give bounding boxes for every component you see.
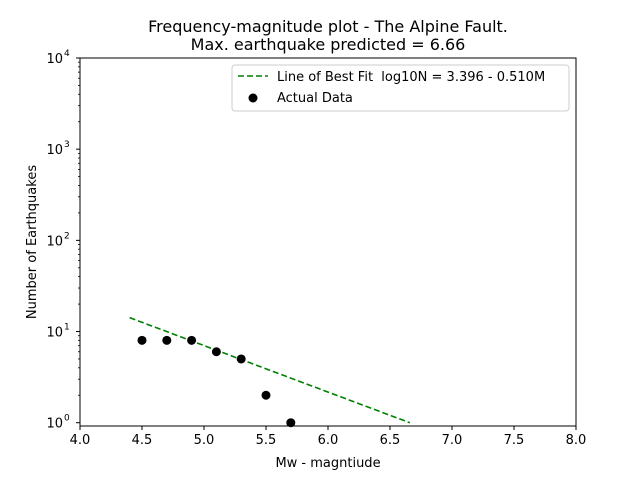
plot-content <box>129 316 411 428</box>
data-point <box>162 335 172 345</box>
data-point <box>137 335 147 345</box>
legend-marker-swatch <box>248 93 258 103</box>
data-point <box>236 354 246 364</box>
y-tick-label: 10 <box>46 417 63 432</box>
plot-frame <box>79 57 577 427</box>
y-tick-exponent: 1 <box>64 323 70 333</box>
x-tick-label: 4.5 <box>132 433 153 448</box>
y-tick-exponent: 0 <box>64 414 70 424</box>
chart-title-line2: Max. earthquake predicted = 6.66 <box>191 35 466 54</box>
x-tick-label: 7.5 <box>504 433 525 448</box>
x-axis-label: Mw - magntiude <box>275 456 380 471</box>
x-tick-label: 8.0 <box>566 433 587 448</box>
legend-label-fit: Line of Best Fit log10N = 3.396 - 0.510M <box>277 70 545 85</box>
x-tick-label: 5.5 <box>256 433 277 448</box>
y-axis-label: Number of Earthquakes <box>25 165 40 319</box>
y-tick-label: 10 <box>46 326 63 341</box>
x-tick-label: 6.5 <box>380 433 401 448</box>
chart-title-line1: Frequency-magnitude plot - The Alpine Fa… <box>148 17 508 36</box>
x-tick-label: 5.0 <box>194 433 215 448</box>
data-point <box>286 418 296 428</box>
data-point <box>261 390 271 400</box>
y-tick-label: 10 <box>46 234 63 249</box>
y-tick-exponent: 3 <box>64 140 70 150</box>
y-tick-label: 10 <box>46 143 63 158</box>
legend-box <box>231 64 570 112</box>
y-tick-label: 10 <box>46 52 63 67</box>
x-axis-ticks: 4.0 4.5 5.0 5.5 6.0 6.5 7.0 7.5 8.0 <box>70 426 587 448</box>
y-tick-exponent: 4 <box>64 49 70 59</box>
x-tick-label: 7.0 <box>442 433 463 448</box>
legend: Line of Best Fit log10N = 3.396 - 0.510M… <box>231 64 570 112</box>
data-point <box>211 347 221 357</box>
legend-label-data: Actual Data <box>277 91 353 106</box>
data-point <box>187 335 197 345</box>
y-tick-exponent: 2 <box>64 231 70 241</box>
x-tick-label: 6.0 <box>318 433 339 448</box>
best-fit-line <box>129 316 411 424</box>
x-tick-label: 4.0 <box>70 433 91 448</box>
